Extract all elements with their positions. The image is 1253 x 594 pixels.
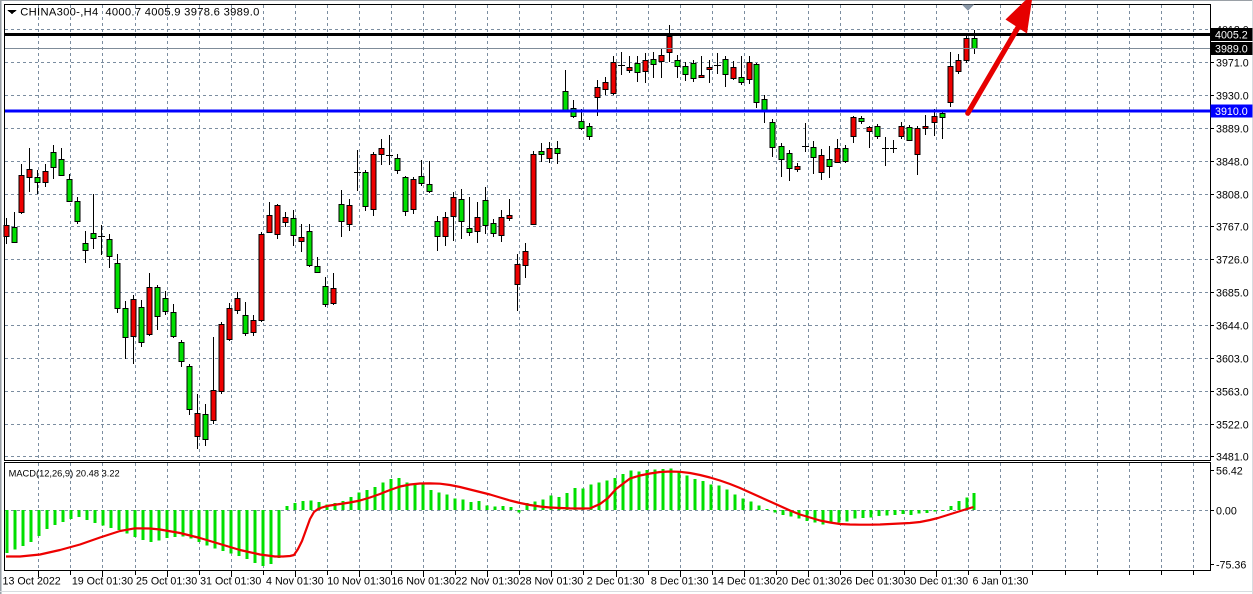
svg-text:30 Dec 01:30: 30 Dec 01:30 bbox=[904, 576, 968, 588]
svg-text:6 Jan 01:30: 6 Jan 01:30 bbox=[972, 576, 1028, 588]
svg-text:3848.0: 3848.0 bbox=[1216, 157, 1249, 169]
svg-text:10 Nov 01:30: 10 Nov 01:30 bbox=[327, 576, 391, 588]
svg-text:3930.0: 3930.0 bbox=[1216, 91, 1249, 103]
svg-text:3644.0: 3644.0 bbox=[1216, 321, 1249, 333]
svg-text:4005.2: 4005.2 bbox=[1215, 29, 1248, 41]
svg-text:3889.0: 3889.0 bbox=[1216, 124, 1249, 136]
svg-text:13 Oct 2022: 13 Oct 2022 bbox=[3, 576, 61, 588]
svg-text:56.42: 56.42 bbox=[1216, 466, 1243, 478]
svg-text:26 Dec 01:30: 26 Dec 01:30 bbox=[840, 576, 904, 588]
svg-text:16 Nov 01:30: 16 Nov 01:30 bbox=[391, 576, 455, 588]
svg-text:2 Dec 01:30: 2 Dec 01:30 bbox=[587, 576, 645, 588]
svg-text:MACD(12,26,9) 20.48 3.22: MACD(12,26,9) 20.48 3.22 bbox=[9, 468, 120, 478]
svg-text:28 Nov 01:30: 28 Nov 01:30 bbox=[520, 576, 584, 588]
svg-text:19 Oct 01:30: 19 Oct 01:30 bbox=[72, 576, 133, 588]
svg-text:3685.0: 3685.0 bbox=[1216, 288, 1249, 300]
svg-text:3910.0: 3910.0 bbox=[1215, 106, 1248, 118]
svg-text:CHINA300-,H4 4000.7 4005.9 39: CHINA300-,H4 4000.7 4005.9 3978.6 3989.0 bbox=[20, 7, 259, 19]
svg-text:25 Oct 01:30: 25 Oct 01:30 bbox=[136, 576, 197, 588]
svg-text:31 Oct 01:30: 31 Oct 01:30 bbox=[200, 576, 261, 588]
svg-text:3767.0: 3767.0 bbox=[1216, 222, 1249, 234]
svg-text:4 Nov 01:30: 4 Nov 01:30 bbox=[266, 576, 324, 588]
svg-text:3522.0: 3522.0 bbox=[1216, 420, 1249, 432]
svg-text:14 Dec 01:30: 14 Dec 01:30 bbox=[712, 576, 776, 588]
svg-text:3971.0: 3971.0 bbox=[1216, 58, 1249, 70]
svg-text:3603.0: 3603.0 bbox=[1216, 354, 1249, 366]
svg-text:0.00: 0.00 bbox=[1216, 506, 1237, 518]
svg-text:3726.0: 3726.0 bbox=[1216, 255, 1249, 267]
svg-text:3563.0: 3563.0 bbox=[1216, 387, 1249, 399]
svg-text:-75.36: -75.36 bbox=[1216, 560, 1246, 572]
svg-text:3989.0: 3989.0 bbox=[1215, 44, 1248, 56]
svg-text:20 Dec 01:30: 20 Dec 01:30 bbox=[776, 576, 840, 588]
svg-text:22 Nov 01:30: 22 Nov 01:30 bbox=[455, 576, 519, 588]
svg-text:8 Dec 01:30: 8 Dec 01:30 bbox=[651, 576, 709, 588]
svg-text:3808.0: 3808.0 bbox=[1216, 190, 1249, 202]
svg-text:3481.0: 3481.0 bbox=[1216, 452, 1249, 464]
